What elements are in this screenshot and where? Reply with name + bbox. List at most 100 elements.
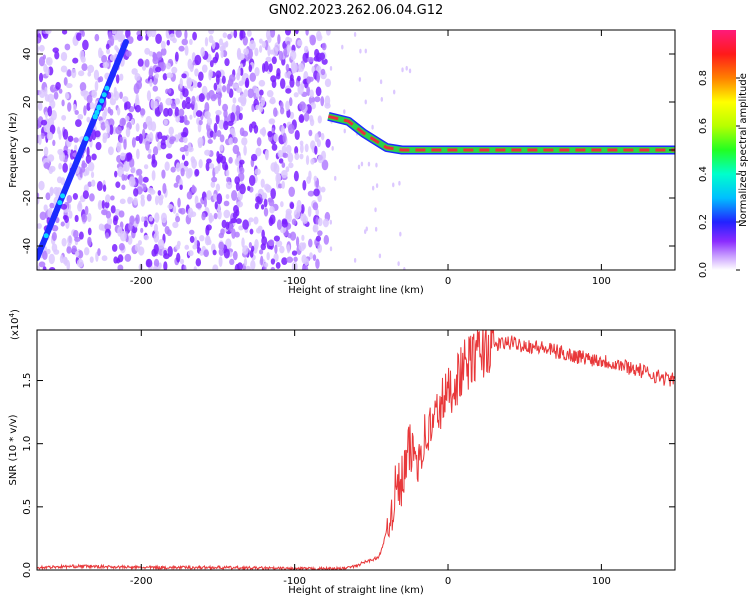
noise-blob xyxy=(306,176,311,184)
noise-blob xyxy=(374,207,377,213)
noise-blob xyxy=(88,161,95,172)
noise-blob xyxy=(148,67,154,78)
noise-blob xyxy=(66,246,72,254)
noise-blob xyxy=(329,65,333,71)
y-tick-label: 40 xyxy=(22,48,33,61)
noise-blob xyxy=(47,105,53,117)
noise-blob xyxy=(48,253,55,265)
noise-blob xyxy=(313,175,318,182)
noise-blob xyxy=(145,258,153,268)
x-tick-label: -200 xyxy=(130,276,153,287)
noise-blob xyxy=(136,34,143,42)
noise-blob xyxy=(142,176,149,183)
noise-blob xyxy=(45,57,51,65)
noise-blob xyxy=(302,264,309,270)
noise-blob xyxy=(216,91,223,100)
noise-blob xyxy=(91,89,96,96)
noise-blob xyxy=(213,122,218,133)
noise-blob xyxy=(91,129,97,141)
noise-blob xyxy=(221,85,227,93)
noise-blob xyxy=(37,192,40,199)
noise-blob xyxy=(53,91,59,100)
noise-blob xyxy=(199,250,204,256)
noise-blob xyxy=(119,117,127,127)
noise-blob xyxy=(97,200,103,211)
noise-blob xyxy=(195,258,202,267)
noise-blob xyxy=(217,209,222,220)
noise-blob xyxy=(71,68,77,79)
noise-blob xyxy=(221,75,226,84)
y-tick-label: -40 xyxy=(22,238,33,254)
noise-blob xyxy=(154,100,158,109)
snr-x-ticks: -200 -100 0 100 xyxy=(130,330,611,587)
noise-blob xyxy=(303,258,310,266)
noise-blob xyxy=(71,245,77,254)
noise-blob xyxy=(116,258,121,264)
snr-y-ticks: 0.0 0.5 1.0 1.5 xyxy=(22,373,675,578)
noise-blob xyxy=(146,30,152,38)
noise-blob xyxy=(47,154,55,162)
noise-blob xyxy=(313,55,320,62)
noise-blob xyxy=(115,126,122,135)
noise-blob xyxy=(86,94,93,104)
noise-blob xyxy=(279,101,284,110)
noise-blob xyxy=(77,114,84,120)
noise-blob xyxy=(160,142,167,150)
noise-blob xyxy=(96,181,103,192)
spectrogram-x-label: Height of straight line (km) xyxy=(288,285,424,296)
noise-blob xyxy=(187,250,194,257)
noise-blob xyxy=(124,101,131,110)
noise-blob xyxy=(308,238,313,248)
noise-blob xyxy=(269,118,275,124)
noise-blob xyxy=(299,153,304,160)
noise-blob xyxy=(90,171,95,179)
noise-blob xyxy=(191,158,198,169)
noise-blob xyxy=(51,225,59,232)
noise-blob xyxy=(60,51,68,62)
trace-highlight xyxy=(99,98,105,104)
noise-blob xyxy=(285,166,290,173)
noise-blob xyxy=(249,228,254,235)
noise-blob xyxy=(269,214,276,225)
noise-blob xyxy=(232,97,237,104)
noise-blob xyxy=(175,30,182,38)
noise-blob xyxy=(225,181,233,190)
noise-blob xyxy=(83,247,90,256)
noise-blob xyxy=(134,104,141,113)
noise-blob xyxy=(299,101,306,111)
noise-blob xyxy=(102,135,107,144)
noise-blob xyxy=(61,99,65,107)
noise-blob xyxy=(317,193,322,203)
noise-blob xyxy=(115,181,121,189)
noise-blob xyxy=(250,153,258,162)
noise-blob xyxy=(163,249,168,256)
trace-highlight xyxy=(92,114,98,120)
noise-blob xyxy=(230,112,235,123)
noise-blob xyxy=(64,43,71,51)
noise-blob xyxy=(329,246,333,252)
noise-blob xyxy=(150,121,157,132)
noise-blob xyxy=(113,34,119,41)
noise-blob xyxy=(264,150,269,159)
noise-blob xyxy=(113,215,119,222)
noise-blob xyxy=(246,30,252,37)
noise-blob xyxy=(94,33,100,42)
noise-blob xyxy=(158,197,164,206)
noise-blob xyxy=(146,90,152,102)
noise-blob xyxy=(364,99,367,105)
noise-blob xyxy=(273,133,279,143)
noise-blob xyxy=(37,101,43,111)
noise-blob xyxy=(245,265,251,270)
noise-blob xyxy=(223,248,230,259)
trace-highlight xyxy=(96,105,102,111)
noise-blob xyxy=(73,137,79,143)
noise-blob xyxy=(218,256,223,267)
noise-blob xyxy=(208,69,213,79)
noise-blob xyxy=(305,155,310,166)
noise-blob xyxy=(315,235,322,242)
noise-blob xyxy=(270,258,276,265)
x-tick-label: -100 xyxy=(283,276,306,287)
noise-blob xyxy=(302,180,307,191)
noise-blob xyxy=(45,66,50,77)
noise-blob xyxy=(148,148,152,155)
